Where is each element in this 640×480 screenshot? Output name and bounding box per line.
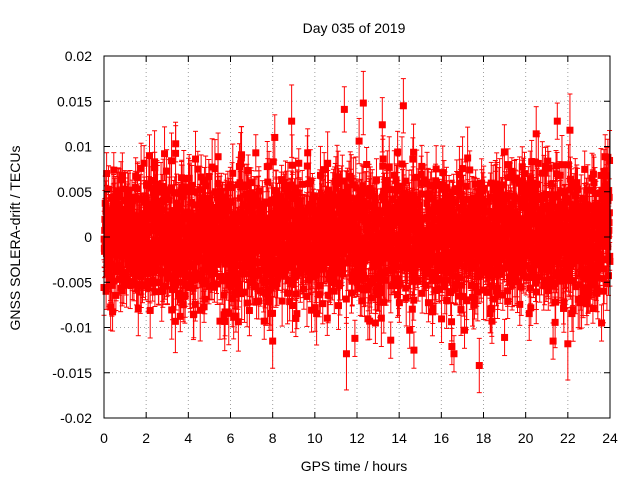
data-point [146, 152, 153, 159]
data-point [238, 151, 245, 158]
data-point [229, 170, 236, 177]
data-point [188, 182, 195, 189]
data-point [135, 305, 142, 312]
data-point [190, 311, 197, 318]
data-point [151, 288, 158, 295]
data-point [295, 160, 302, 167]
data-point [147, 307, 154, 314]
data-point [264, 179, 271, 186]
data-point [289, 302, 296, 309]
data-point [300, 286, 307, 293]
data-point [246, 307, 253, 314]
data-point [270, 158, 277, 165]
data-point [201, 303, 208, 310]
data-point [247, 179, 254, 186]
data-point [215, 153, 222, 160]
data-point [163, 168, 170, 175]
data-point [168, 157, 175, 164]
data-point [299, 181, 306, 188]
data-point [289, 162, 296, 169]
data-point [293, 291, 300, 298]
data-point [125, 187, 132, 194]
data-point [279, 298, 286, 305]
data-point [134, 174, 141, 181]
